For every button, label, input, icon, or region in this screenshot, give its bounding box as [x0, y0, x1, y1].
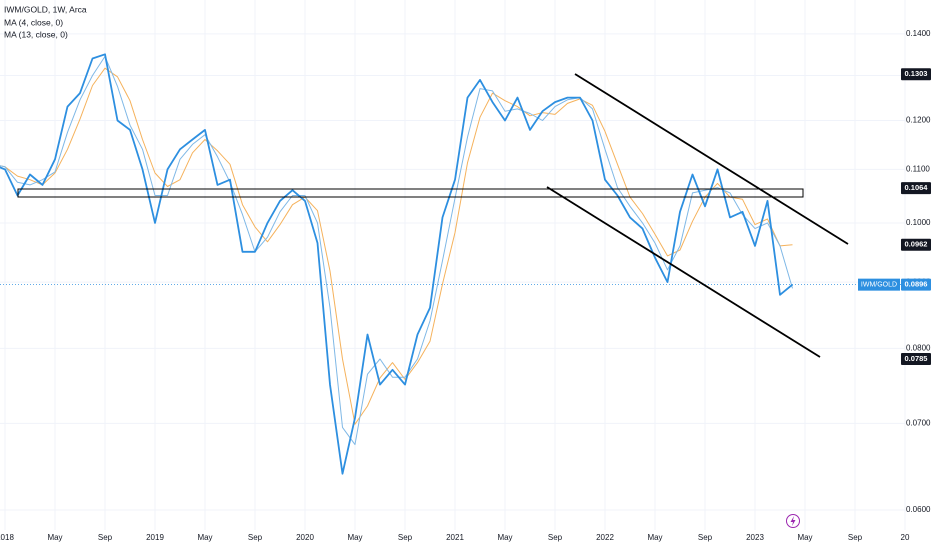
x-tick-label: Sep	[698, 533, 713, 542]
x-tick-label: 2020	[296, 533, 314, 542]
y-tick-label: 0.1000	[906, 218, 931, 227]
x-tick-label: Sep	[398, 533, 413, 542]
chart-title: IWM/GOLD, 1W, Arca	[4, 4, 87, 14]
x-tick-label: May	[347, 533, 362, 542]
x-tick-label: 2023	[746, 533, 764, 542]
series-name-box	[858, 278, 900, 291]
price-label-box	[901, 238, 931, 251]
price-label-box	[901, 182, 931, 195]
series-line	[0, 67, 793, 425]
price-label-box	[901, 68, 931, 81]
price-label: 0.0962	[905, 240, 928, 249]
x-tick-label: Sep	[248, 533, 263, 542]
drawings	[17, 73, 849, 358]
range-rectangle	[17, 188, 804, 198]
grid	[0, 0, 906, 530]
lower-channel-line	[546, 186, 821, 358]
x-tick-label: Sep	[848, 533, 863, 542]
y-tick-label: 0.1100	[906, 164, 930, 173]
price-label: 0.0785	[905, 354, 928, 363]
series-line	[0, 53, 794, 475]
x-tick-label: May	[497, 533, 512, 542]
x-tick-label: May	[197, 533, 212, 542]
y-tick-label: 0.1200	[906, 116, 931, 125]
x-tick-label: May	[797, 533, 812, 542]
y-tick-label: 0.1400	[906, 29, 931, 38]
x-tick-label: 2021	[446, 533, 464, 542]
x-tick-label: Sep	[98, 533, 113, 542]
axes: 0.06000.07000.08000.09000.10000.11000.12…	[0, 29, 931, 542]
x-tick-label: Sep	[548, 533, 563, 542]
series-line	[0, 55, 793, 446]
price-label: 0.1303	[905, 69, 928, 78]
x-tick-label: 2022	[596, 533, 614, 542]
legend-entry: MA (4, close, 0)	[4, 17, 63, 27]
alert-icon[interactable]	[786, 514, 800, 528]
price-label-box	[901, 352, 931, 365]
legend-entry: MA (13, close, 0)	[4, 29, 68, 39]
x-tick-label: 2019	[146, 533, 164, 542]
price-label: 0.0896	[905, 280, 928, 289]
y-tick-label: 0.0800	[906, 343, 931, 352]
y-tick-label: 0.0600	[906, 505, 931, 514]
series-lines	[0, 53, 905, 475]
price-label: 0.1064	[905, 183, 929, 192]
y-tick-label: 0.0700	[906, 418, 931, 427]
x-tick-label: May	[647, 533, 662, 542]
x-tick-label: 2018	[0, 533, 14, 542]
price-label-box	[901, 278, 931, 291]
upper-channel-line	[574, 73, 849, 245]
series-name-label: IWM/GOLD	[861, 281, 897, 288]
x-tick-label: 20	[901, 533, 910, 542]
x-tick-label: May	[47, 533, 62, 542]
